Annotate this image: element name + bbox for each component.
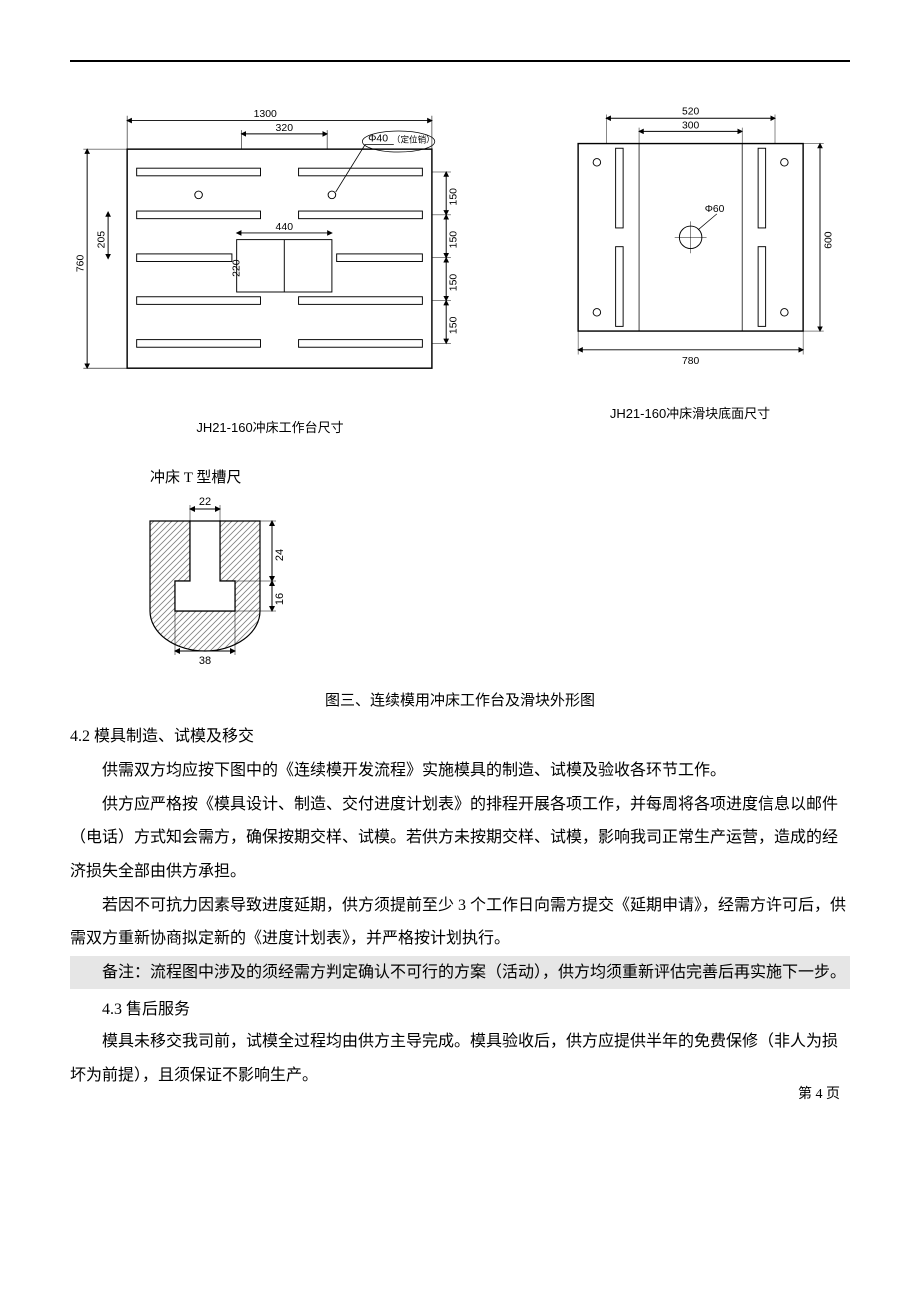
dim-row2: 150 (449, 231, 460, 249)
p-42-2: 供方应严格按《模具设计、制造、交付进度计划表》的排程开展各项工作，并每周将各项进… (70, 788, 850, 889)
diagram-worktable: Φ40 （定位销） 1300 320 760 (70, 92, 470, 436)
dim-row4: 150 (449, 316, 460, 334)
dim-1300: 1300 (254, 109, 277, 120)
heading-4-3: 4.3 售后服务 (70, 995, 850, 1019)
dim-row3: 150 (449, 274, 460, 292)
tslot-title: 冲床 T 型槽尺 (150, 466, 850, 487)
diagram-slider: Φ60 520 300 600 780 (530, 92, 850, 422)
dim-phi60: Φ60 (705, 204, 725, 215)
slider-svg: Φ60 520 300 600 780 (550, 92, 850, 392)
dim-440: 440 (276, 222, 294, 233)
worktable-caption: JH21-160冲床工作台尺寸 (70, 417, 470, 436)
dim-24: 24 (274, 549, 286, 561)
dim-220: 220 (232, 259, 243, 277)
dim-760: 760 (75, 255, 86, 273)
p-42-note: 备注：流程图中涉及的须经需方判定确认不可行的方案（活动），供方均须重新评估完善后… (70, 956, 850, 990)
diagrams-row: Φ40 （定位销） 1300 320 760 (70, 92, 850, 436)
p-43-1: 模具未移交我司前，试模全过程均由供方主导完成。模具验收后，供方应提供半年的免费保… (70, 1025, 850, 1092)
dim-38: 38 (199, 655, 211, 666)
tslot-svg: 22 24 16 38 (130, 491, 300, 666)
dim-300: 300 (682, 121, 699, 132)
p-42-1: 供需双方均应按下图中的《连续模开发流程》实施模具的制造、试模及验收各环节工作。 (70, 754, 850, 788)
dim-320: 320 (276, 123, 294, 134)
page-number: 第 4 页 (798, 1083, 840, 1103)
tslot-block: 冲床 T 型槽尺 22 (70, 466, 850, 671)
dim-row1: 150 (449, 188, 460, 206)
dim-hole-callout: Φ40 (368, 134, 388, 145)
dim-780: 780 (682, 356, 699, 367)
dim-205: 205 (96, 231, 107, 249)
dim-600: 600 (823, 231, 834, 248)
p-42-3: 若因不可抗力因素导致进度延期，供方须提前至少 3 个工作日向需方提交《延期申请》… (70, 889, 850, 956)
worktable-svg: Φ40 （定位销） 1300 320 760 (70, 92, 470, 406)
figure-title: 图三、连续模用冲床工作台及滑块外形图 (70, 689, 850, 710)
dim-16: 16 (274, 593, 286, 605)
heading-4-2: 4.2 模具制造、试模及移交 (70, 722, 850, 746)
header-rule (70, 60, 850, 62)
dim-520: 520 (682, 107, 699, 118)
dim-22: 22 (199, 496, 211, 508)
slider-caption: JH21-160冲床滑块底面尺寸 (530, 403, 850, 422)
